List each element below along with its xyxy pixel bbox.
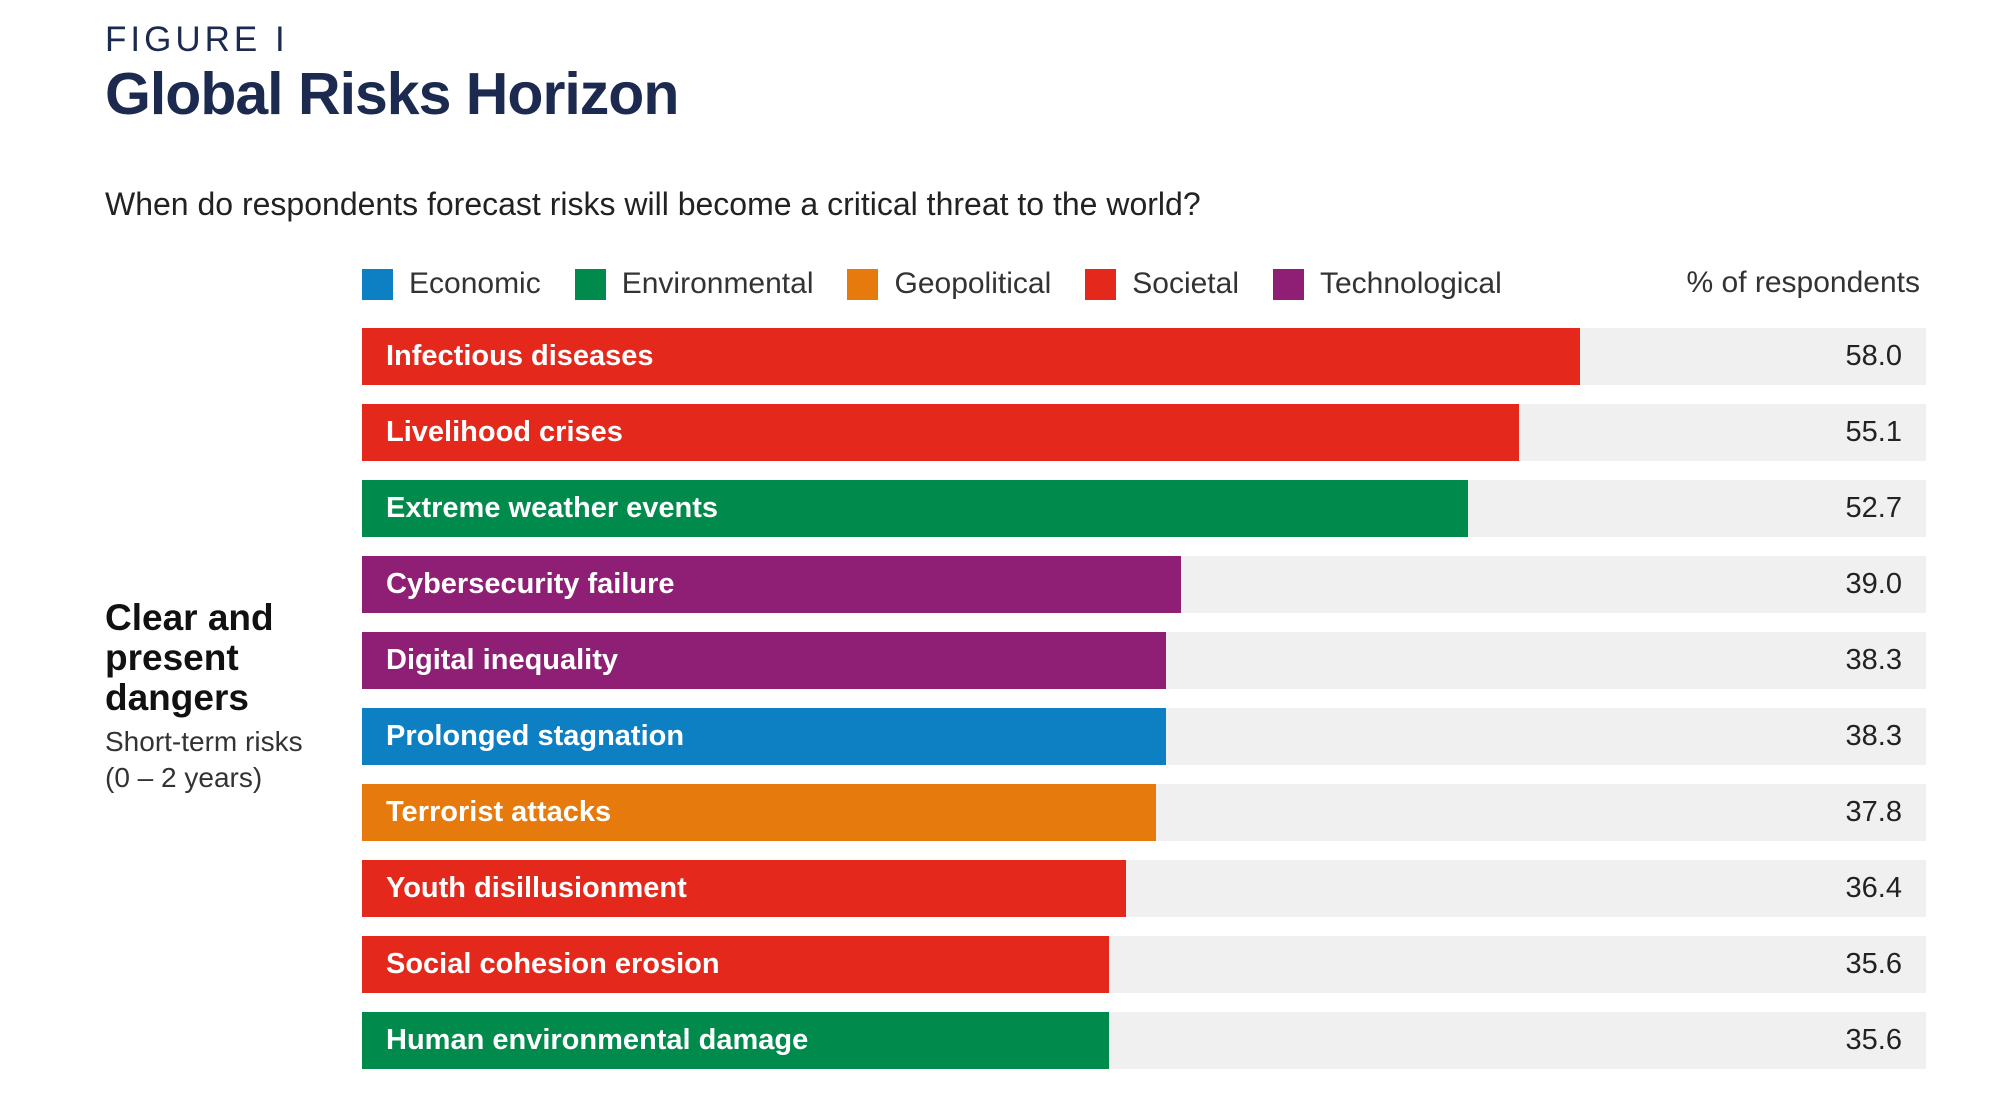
legend-item-economic: Economic bbox=[362, 267, 541, 301]
bar-label: Social cohesion erosion bbox=[386, 948, 720, 980]
legend-label-environmental: Environmental bbox=[621, 267, 814, 300]
bar-label: Prolonged stagnation bbox=[386, 720, 685, 752]
bar-row-youth-disillusionment: Youth disillusionment 36.4 bbox=[362, 860, 1926, 917]
bar-label: Human environmental damage bbox=[386, 1024, 809, 1056]
legend-swatch-technological bbox=[1272, 268, 1304, 300]
bar-row-prolonged-stagnation: Prolonged stagnation 38.3 bbox=[362, 708, 1926, 765]
bar-value-label: 35.6 bbox=[1845, 1024, 1902, 1056]
legend-label-societal: Societal bbox=[1132, 267, 1239, 300]
bar-label: Cybersecurity failure bbox=[386, 568, 675, 600]
legend-item-environmental: Environmental bbox=[574, 267, 814, 301]
bar-label: Terrorist attacks bbox=[386, 796, 612, 828]
bar-label: Extreme weather events bbox=[386, 492, 719, 524]
bar-row-cybersecurity-failure: Cybersecurity failure 39.0 bbox=[362, 556, 1926, 613]
legend-item-technological: Technological bbox=[1272, 267, 1502, 301]
legend-swatch-societal bbox=[1085, 268, 1117, 300]
bar-social-cohesion-erosion bbox=[362, 936, 1110, 993]
bar-infectious-diseases bbox=[362, 328, 1580, 385]
bar-label: Digital inequality bbox=[386, 644, 619, 676]
legend: Economic Environmental Geopolitical Soci… bbox=[362, 264, 1536, 304]
bar-value-label: 37.8 bbox=[1845, 796, 1902, 828]
chart-title: Global Risks Horizon bbox=[105, 61, 679, 127]
bar-row-infectious-diseases: Infectious diseases 58.0 bbox=[362, 328, 1926, 385]
bar-row-extreme-weather-events: Extreme weather events 52.7 bbox=[362, 480, 1926, 537]
unit-label: % of respondents bbox=[1686, 266, 1920, 299]
bar-chart: Infectious diseases 58.0 Livelihood crises… bbox=[362, 328, 1926, 1088]
bar-row-digital-inequality: Digital inequality 38.3 bbox=[362, 632, 1926, 689]
legend-item-societal: Societal bbox=[1085, 267, 1239, 301]
bar-value-label: 36.4 bbox=[1845, 872, 1902, 904]
bar-livelihood-crises bbox=[362, 404, 1519, 461]
bar-human-environmental-damage bbox=[362, 1012, 1110, 1069]
section-label: Clear and present dangers Short-term ris… bbox=[105, 598, 335, 796]
legend-label-geopolitical: Geopolitical bbox=[894, 267, 1052, 300]
bar-value-label: 38.3 bbox=[1845, 644, 1902, 676]
bar-terrorist-attacks bbox=[362, 784, 1156, 841]
bar-row-human-environmental-damage: Human environmental damage 35.6 bbox=[362, 1012, 1926, 1069]
legend-label-economic: Economic bbox=[409, 267, 541, 300]
bar-prolonged-stagnation bbox=[362, 708, 1167, 765]
chart-question: When do respondents forecast risks will … bbox=[105, 186, 1201, 222]
bar-row-social-cohesion-erosion: Social cohesion erosion 35.6 bbox=[362, 936, 1926, 993]
bar-row-terrorist-attacks: Terrorist attacks 37.8 bbox=[362, 784, 1926, 841]
bar-label: Livelihood crises bbox=[386, 416, 623, 448]
bar-youth-disillusionment bbox=[362, 860, 1127, 917]
bar-value-label: 55.1 bbox=[1845, 416, 1902, 448]
bar-label: Infectious diseases bbox=[386, 340, 654, 372]
bar-value-label: 35.6 bbox=[1845, 948, 1902, 980]
legend-label-technological: Technological bbox=[1319, 267, 1502, 300]
bar-value-label: 38.3 bbox=[1845, 720, 1902, 752]
legend-item-geopolitical: Geopolitical bbox=[847, 267, 1051, 301]
bar-label: Youth disillusionment bbox=[386, 872, 687, 904]
figure-label: FIGURE I bbox=[105, 20, 289, 59]
bar-value-label: 39.0 bbox=[1845, 568, 1902, 600]
legend-swatch-economic bbox=[362, 268, 393, 300]
bar-value-label: 52.7 bbox=[1845, 492, 1902, 524]
legend-swatch-geopolitical bbox=[847, 268, 879, 300]
bar-cybersecurity-failure bbox=[362, 556, 1181, 613]
bar-value-label: 58.0 bbox=[1845, 340, 1902, 372]
section-subtitle: Short-term risks (0 – 2 years) bbox=[105, 726, 303, 793]
section-title: Clear and present dangers bbox=[105, 597, 274, 718]
legend-swatch-environmental bbox=[574, 268, 606, 300]
bar-row-livelihood-crises: Livelihood crises 55.1 bbox=[362, 404, 1926, 461]
bar-digital-inequality bbox=[362, 632, 1167, 689]
bar-extreme-weather-events bbox=[362, 480, 1469, 537]
